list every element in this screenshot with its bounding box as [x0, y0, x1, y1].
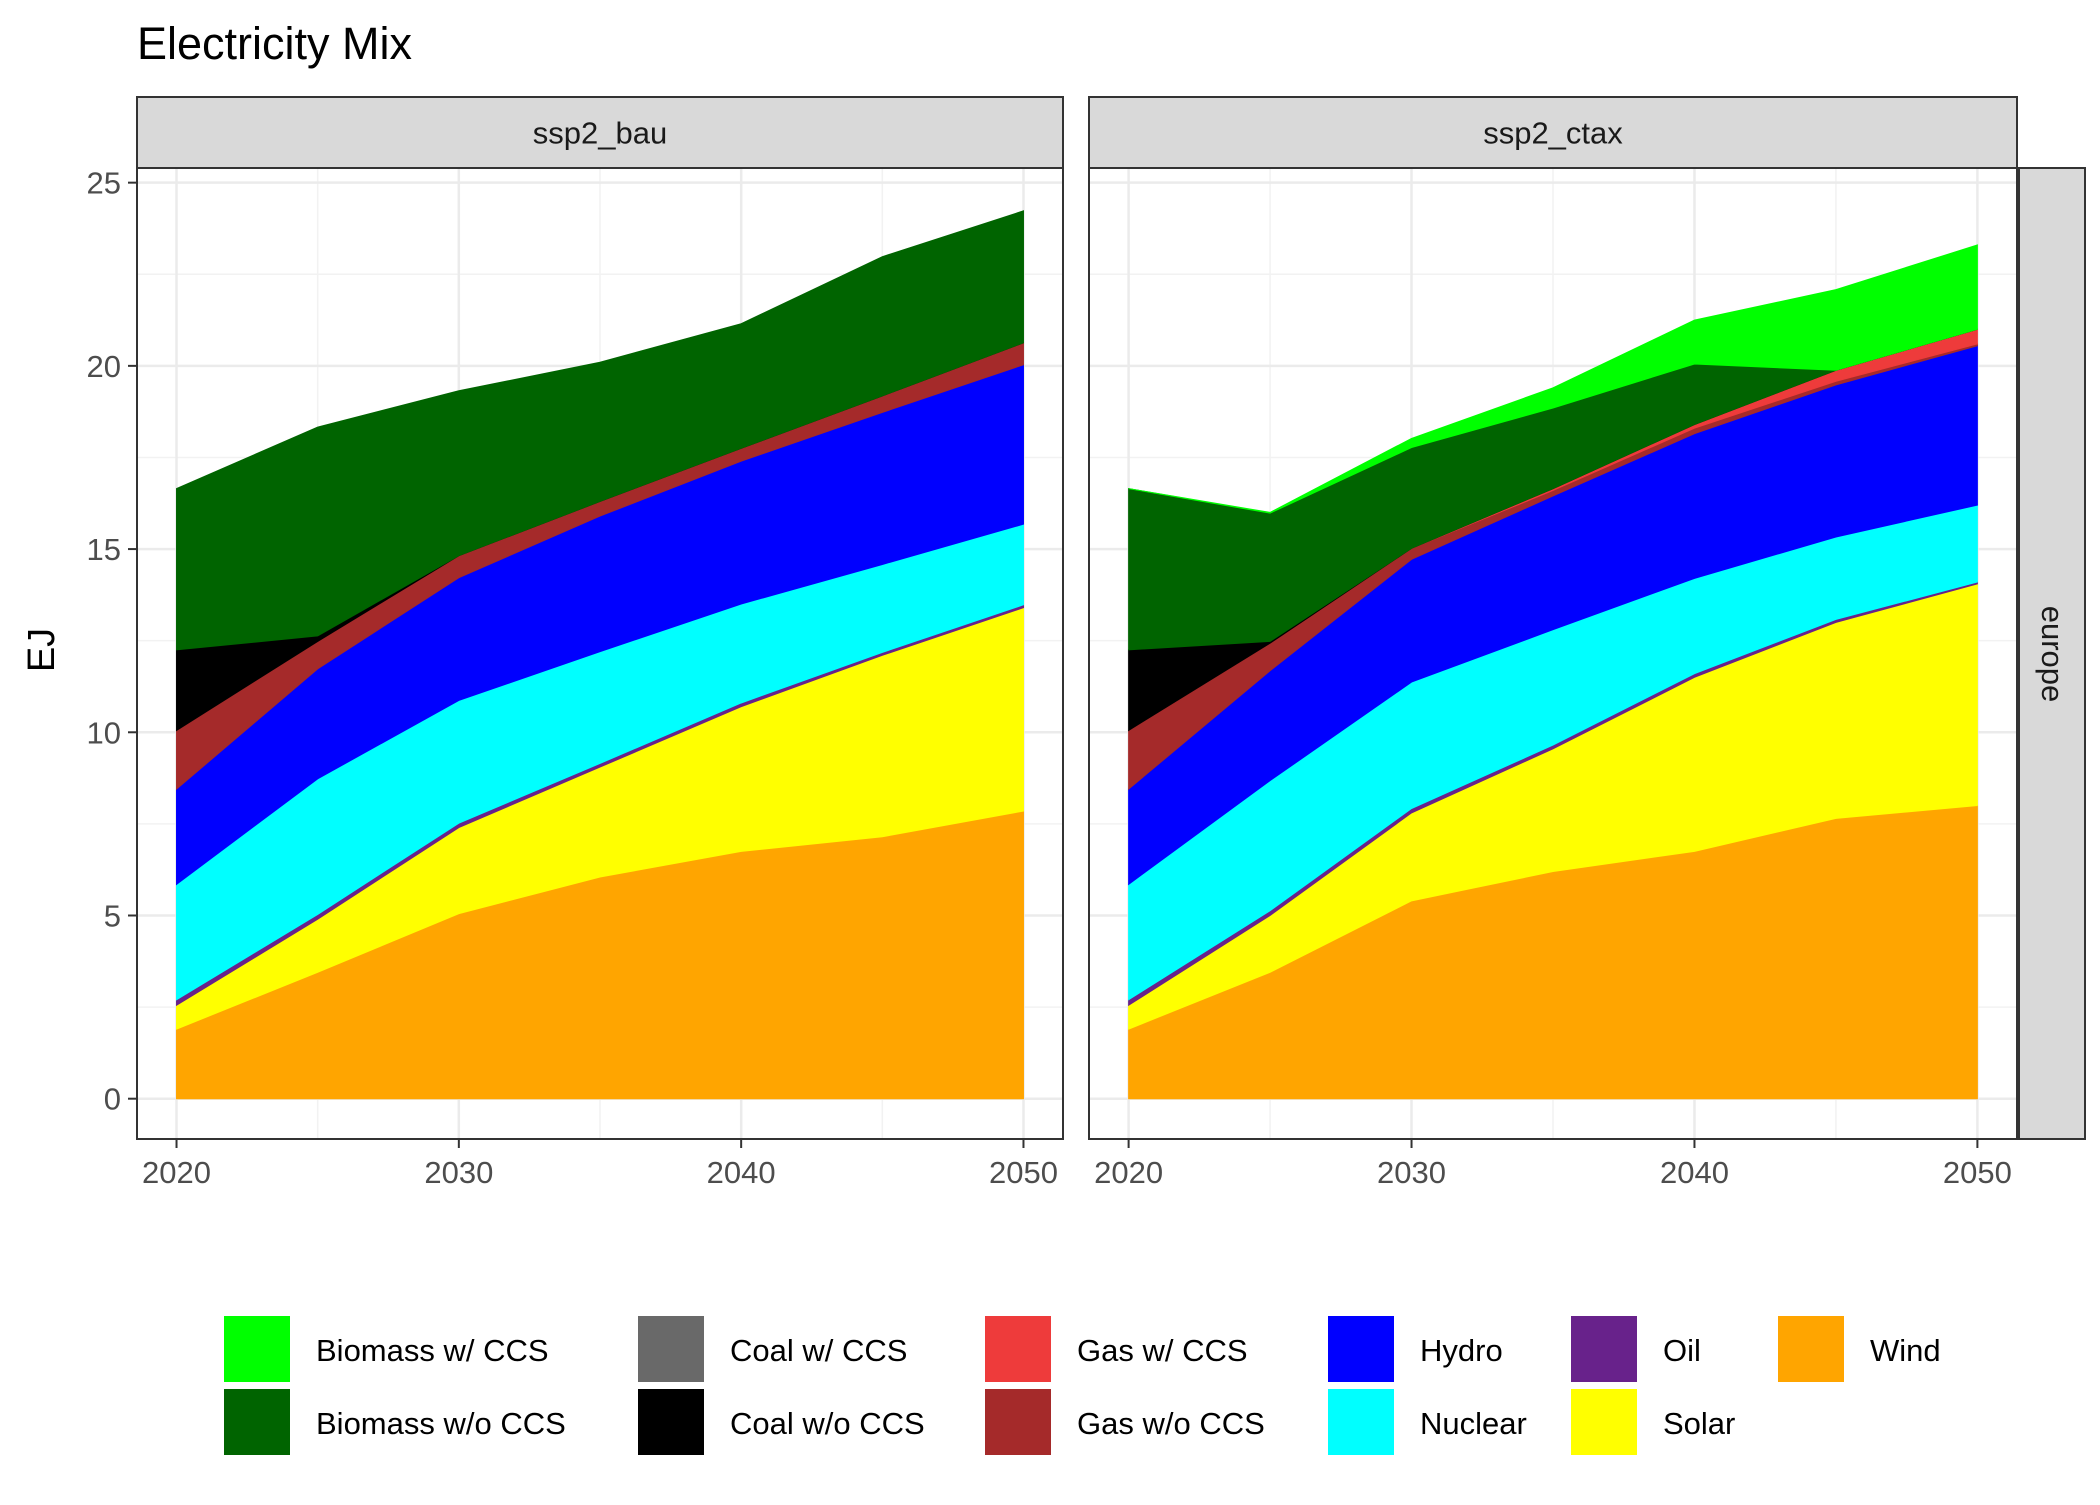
y-tick-label: 10 [87, 715, 121, 750]
legend-label: Coal w/o CCS [730, 1406, 925, 1441]
x-tick-label: 2030 [1377, 1155, 1446, 1190]
x-tick-label: 2040 [707, 1155, 776, 1190]
x-tick-label: 2020 [1094, 1155, 1163, 1190]
legend-item-gas-w-ccs: Gas w/ CCS [985, 1316, 1248, 1382]
row-strip-background [2018, 167, 2086, 1140]
y-tick-label: 25 [87, 166, 121, 201]
legend-label: Biomass w/ CCS [316, 1333, 549, 1368]
chart-legend: Biomass w/ CCS Biomass w/o CCS Coal w/ CCS… [224, 1316, 1941, 1455]
legend-swatch [1571, 1389, 1637, 1455]
panel-border [136, 167, 1064, 1140]
panel-strip-label: ssp2_bau [533, 116, 667, 151]
y-axis-label: EJ [21, 628, 63, 672]
panel-ssp2-ctax: ssp2_ctax 2020 2030 2040 2050 [1088, 96, 2018, 1190]
panel-strip [1088, 96, 2018, 169]
area-biomass-w-o-ccs [176, 210, 1024, 651]
legend-item-biomass-w-o-ccs: Biomass w/o CCS [224, 1389, 566, 1455]
legend-label: Biomass w/o CCS [316, 1406, 566, 1441]
panel-ssp2-bau: ssp2_bau 0 5 10 15 20 25 2020 2030 2040 2050 [87, 96, 1064, 1190]
legend-label: Gas w/ CCS [1077, 1333, 1248, 1368]
legend-swatch [224, 1316, 290, 1382]
legend-label: Coal w/ CCS [730, 1333, 907, 1368]
legend-swatch [985, 1316, 1051, 1382]
y-tick-label: 5 [104, 898, 121, 933]
x-axis: 2020 2030 2040 2050 [1094, 1139, 2012, 1190]
x-tick-label: 2040 [1660, 1155, 1729, 1190]
row-strip: europe [2018, 167, 2086, 1140]
legend-item-nuclear: Nuclear [1328, 1389, 1527, 1455]
legend-item-gas-w-o-ccs: Gas w/o CCS [985, 1389, 1265, 1455]
x-tick-label: 2050 [989, 1155, 1058, 1190]
panel-strip-label: ssp2_ctax [1483, 116, 1623, 151]
legend-label: Solar [1663, 1406, 1735, 1441]
x-tick-label: 2050 [1943, 1155, 2012, 1190]
legend-item-hydro: Hydro [1328, 1316, 1503, 1382]
row-strip-label: europe [2035, 606, 2070, 703]
legend-swatch [985, 1389, 1051, 1455]
stacked-areas [1128, 244, 1978, 1100]
y-tick-label: 15 [87, 532, 121, 567]
stacked-areas [176, 210, 1024, 1100]
legend-item-coal-w-ccs: Coal w/ CCS [638, 1316, 907, 1382]
chart-title: Electricity Mix [137, 18, 413, 69]
legend-swatch [224, 1389, 290, 1455]
legend-swatch [1328, 1316, 1394, 1382]
legend-swatch [1571, 1316, 1637, 1382]
panel-strip [136, 96, 1064, 169]
legend-item-biomass-w-ccs: Biomass w/ CCS [224, 1316, 549, 1382]
legend-label: Nuclear [1420, 1406, 1527, 1441]
legend-swatch [1778, 1316, 1844, 1382]
y-axis: 0 5 10 15 20 25 [87, 166, 137, 1117]
legend-swatch [638, 1316, 704, 1382]
x-tick-label: 2030 [424, 1155, 493, 1190]
y-tick-label: 20 [87, 349, 121, 384]
x-axis: 2020 2030 2040 2050 [142, 1139, 1058, 1190]
legend-swatch [638, 1389, 704, 1455]
legend-label: Gas w/o CCS [1077, 1406, 1265, 1441]
panel-border [1088, 167, 2018, 1140]
legend-label: Wind [1870, 1333, 1941, 1368]
legend-item-oil: Oil [1571, 1316, 1701, 1382]
legend-item-wind: Wind [1778, 1316, 1941, 1382]
y-tick-label: 0 [104, 1082, 121, 1117]
legend-item-solar: Solar [1571, 1389, 1735, 1455]
legend-label: Oil [1663, 1333, 1701, 1368]
legend-item-coal-w-o-ccs: Coal w/o CCS [638, 1389, 925, 1455]
area-biomass-w-ccs [1128, 244, 1978, 514]
x-tick-label: 2020 [142, 1155, 211, 1190]
legend-swatch [1328, 1389, 1394, 1455]
legend-label: Hydro [1420, 1333, 1503, 1368]
